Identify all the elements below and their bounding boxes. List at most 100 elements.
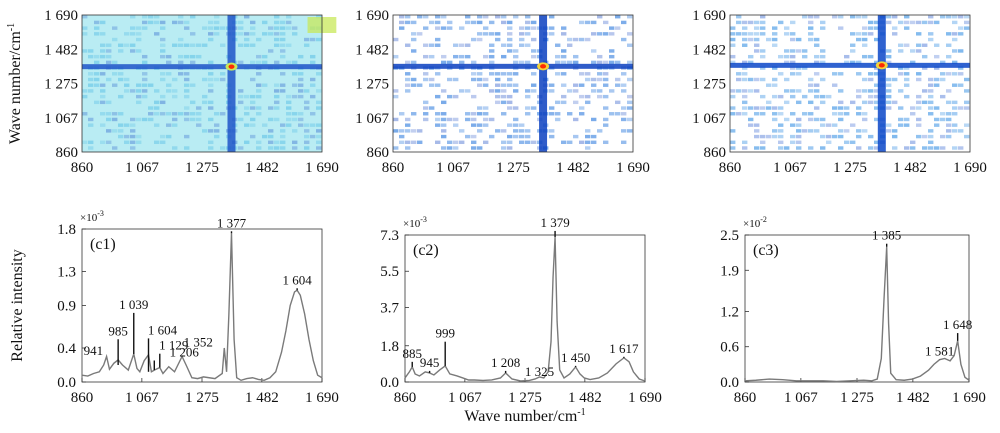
heatmap-cell (208, 106, 214, 110)
heatmap-cell (250, 60, 256, 65)
heatmap-cell (112, 117, 118, 122)
heatmap-cell (160, 77, 166, 82)
heatmap-cell (393, 37, 399, 42)
heatmap-cell (754, 89, 760, 93)
heatmap-cell (838, 100, 844, 105)
heatmap-cell (208, 72, 214, 76)
heatmap-cell (627, 60, 633, 65)
heatmap-cell (862, 15, 868, 19)
heatmap-cell (393, 129, 399, 133)
heatmap-cell (214, 20, 220, 25)
heatmap-cell (262, 134, 268, 139)
heatmap-cell (898, 89, 904, 93)
heatmap-cell (501, 146, 507, 150)
heatmap-cell (130, 146, 136, 150)
heatmap-cell (868, 146, 874, 150)
heatmap-cell (477, 106, 483, 110)
heatmap-cell (429, 54, 435, 59)
heatmap-cell (525, 106, 531, 110)
heatmap-cell (220, 77, 226, 82)
heatmap-cell (316, 37, 322, 42)
heatmap-cell (940, 77, 946, 82)
heatmap-cell (172, 94, 178, 99)
heatmap-cell (130, 15, 136, 19)
heatmap-cell (160, 43, 166, 47)
heatmap-cell (790, 123, 796, 127)
heatmap-cell (730, 146, 736, 150)
heatmap-cell (160, 37, 166, 42)
heatmap-cell (82, 32, 88, 36)
heatmap-cell (934, 54, 940, 59)
heatmap-cell (615, 77, 621, 82)
heatmap-cell (435, 123, 441, 127)
heatmap-cell (118, 123, 124, 127)
heatmap-cell (585, 100, 591, 105)
heatmap-cell (772, 32, 778, 36)
heatmap-cell (934, 146, 940, 150)
heatmap-cell (952, 37, 958, 42)
heatmap-cell (862, 117, 868, 122)
heatmap-cell (106, 54, 112, 59)
heatmap-cell (886, 106, 892, 110)
heatmap-cell (100, 123, 106, 127)
heatmap-cell (615, 15, 621, 19)
heatmap-cell (814, 94, 820, 99)
heatmap-cell (862, 26, 868, 30)
heatmap-cell (399, 134, 405, 139)
heatmap-cell (411, 140, 417, 145)
heatmap-cell (513, 60, 519, 65)
heatmap-cell (106, 77, 112, 82)
heatmap-cell (609, 26, 615, 30)
heatmap-cell (88, 146, 94, 150)
heatmap-cell (808, 89, 814, 93)
heatmap-cell (112, 129, 118, 133)
heatmap-cell (754, 106, 760, 110)
heatmap-cell (190, 43, 196, 47)
heatmap-cell (507, 32, 513, 36)
heatmap-cell (621, 140, 627, 145)
heatmap-cell (730, 43, 736, 47)
heatmap-cell (262, 20, 268, 25)
heatmap-cell (561, 54, 567, 59)
heatmap-cell (513, 117, 519, 122)
heatmap-cell (964, 123, 970, 127)
heatmap-cell (447, 146, 453, 150)
heatmap-cell (483, 15, 489, 19)
heatmap-cell (609, 49, 615, 53)
panel-label: (c1) (90, 236, 116, 253)
heatmap-cell (844, 106, 850, 110)
heatmap-cell (208, 129, 214, 133)
heatmap-cell (772, 83, 778, 87)
y-tick-label: 860 (704, 145, 727, 161)
heatmap-cell (916, 32, 922, 36)
heatmap-cell (124, 140, 130, 145)
heatmap-cell (868, 72, 874, 76)
heatmap-cell (136, 100, 142, 105)
x-axis-label-sup: -1 (577, 407, 585, 418)
heatmap-cell (166, 83, 172, 87)
heatmap-cell (856, 15, 862, 19)
heatmap-cell (772, 134, 778, 139)
heatmap-cell (904, 15, 910, 19)
heatmap-cell (208, 83, 214, 87)
heatmap-cell (862, 100, 868, 105)
heatmap-cell (525, 89, 531, 93)
heatmap-cell (778, 134, 784, 139)
heatmap-cell (465, 117, 471, 122)
heatmap-cell (603, 32, 609, 36)
heatmap-cell (820, 20, 826, 25)
scale-label: ×10-2 (743, 215, 767, 230)
heatmap-cell (742, 89, 748, 93)
heatmap-cell (447, 117, 453, 122)
heatmap-cell (244, 43, 250, 47)
heatmap-cell (730, 112, 736, 116)
heatmap-cell (94, 26, 100, 30)
heatmap-cell (100, 72, 106, 76)
heatmap-cell (483, 83, 489, 87)
heatmap-cell (832, 123, 838, 127)
heatmap-cell (730, 140, 736, 145)
heatmap-cell (958, 146, 964, 150)
heatmap-cell (928, 15, 934, 19)
heatmap-cell (94, 32, 100, 36)
heatmap-cell (952, 146, 958, 150)
